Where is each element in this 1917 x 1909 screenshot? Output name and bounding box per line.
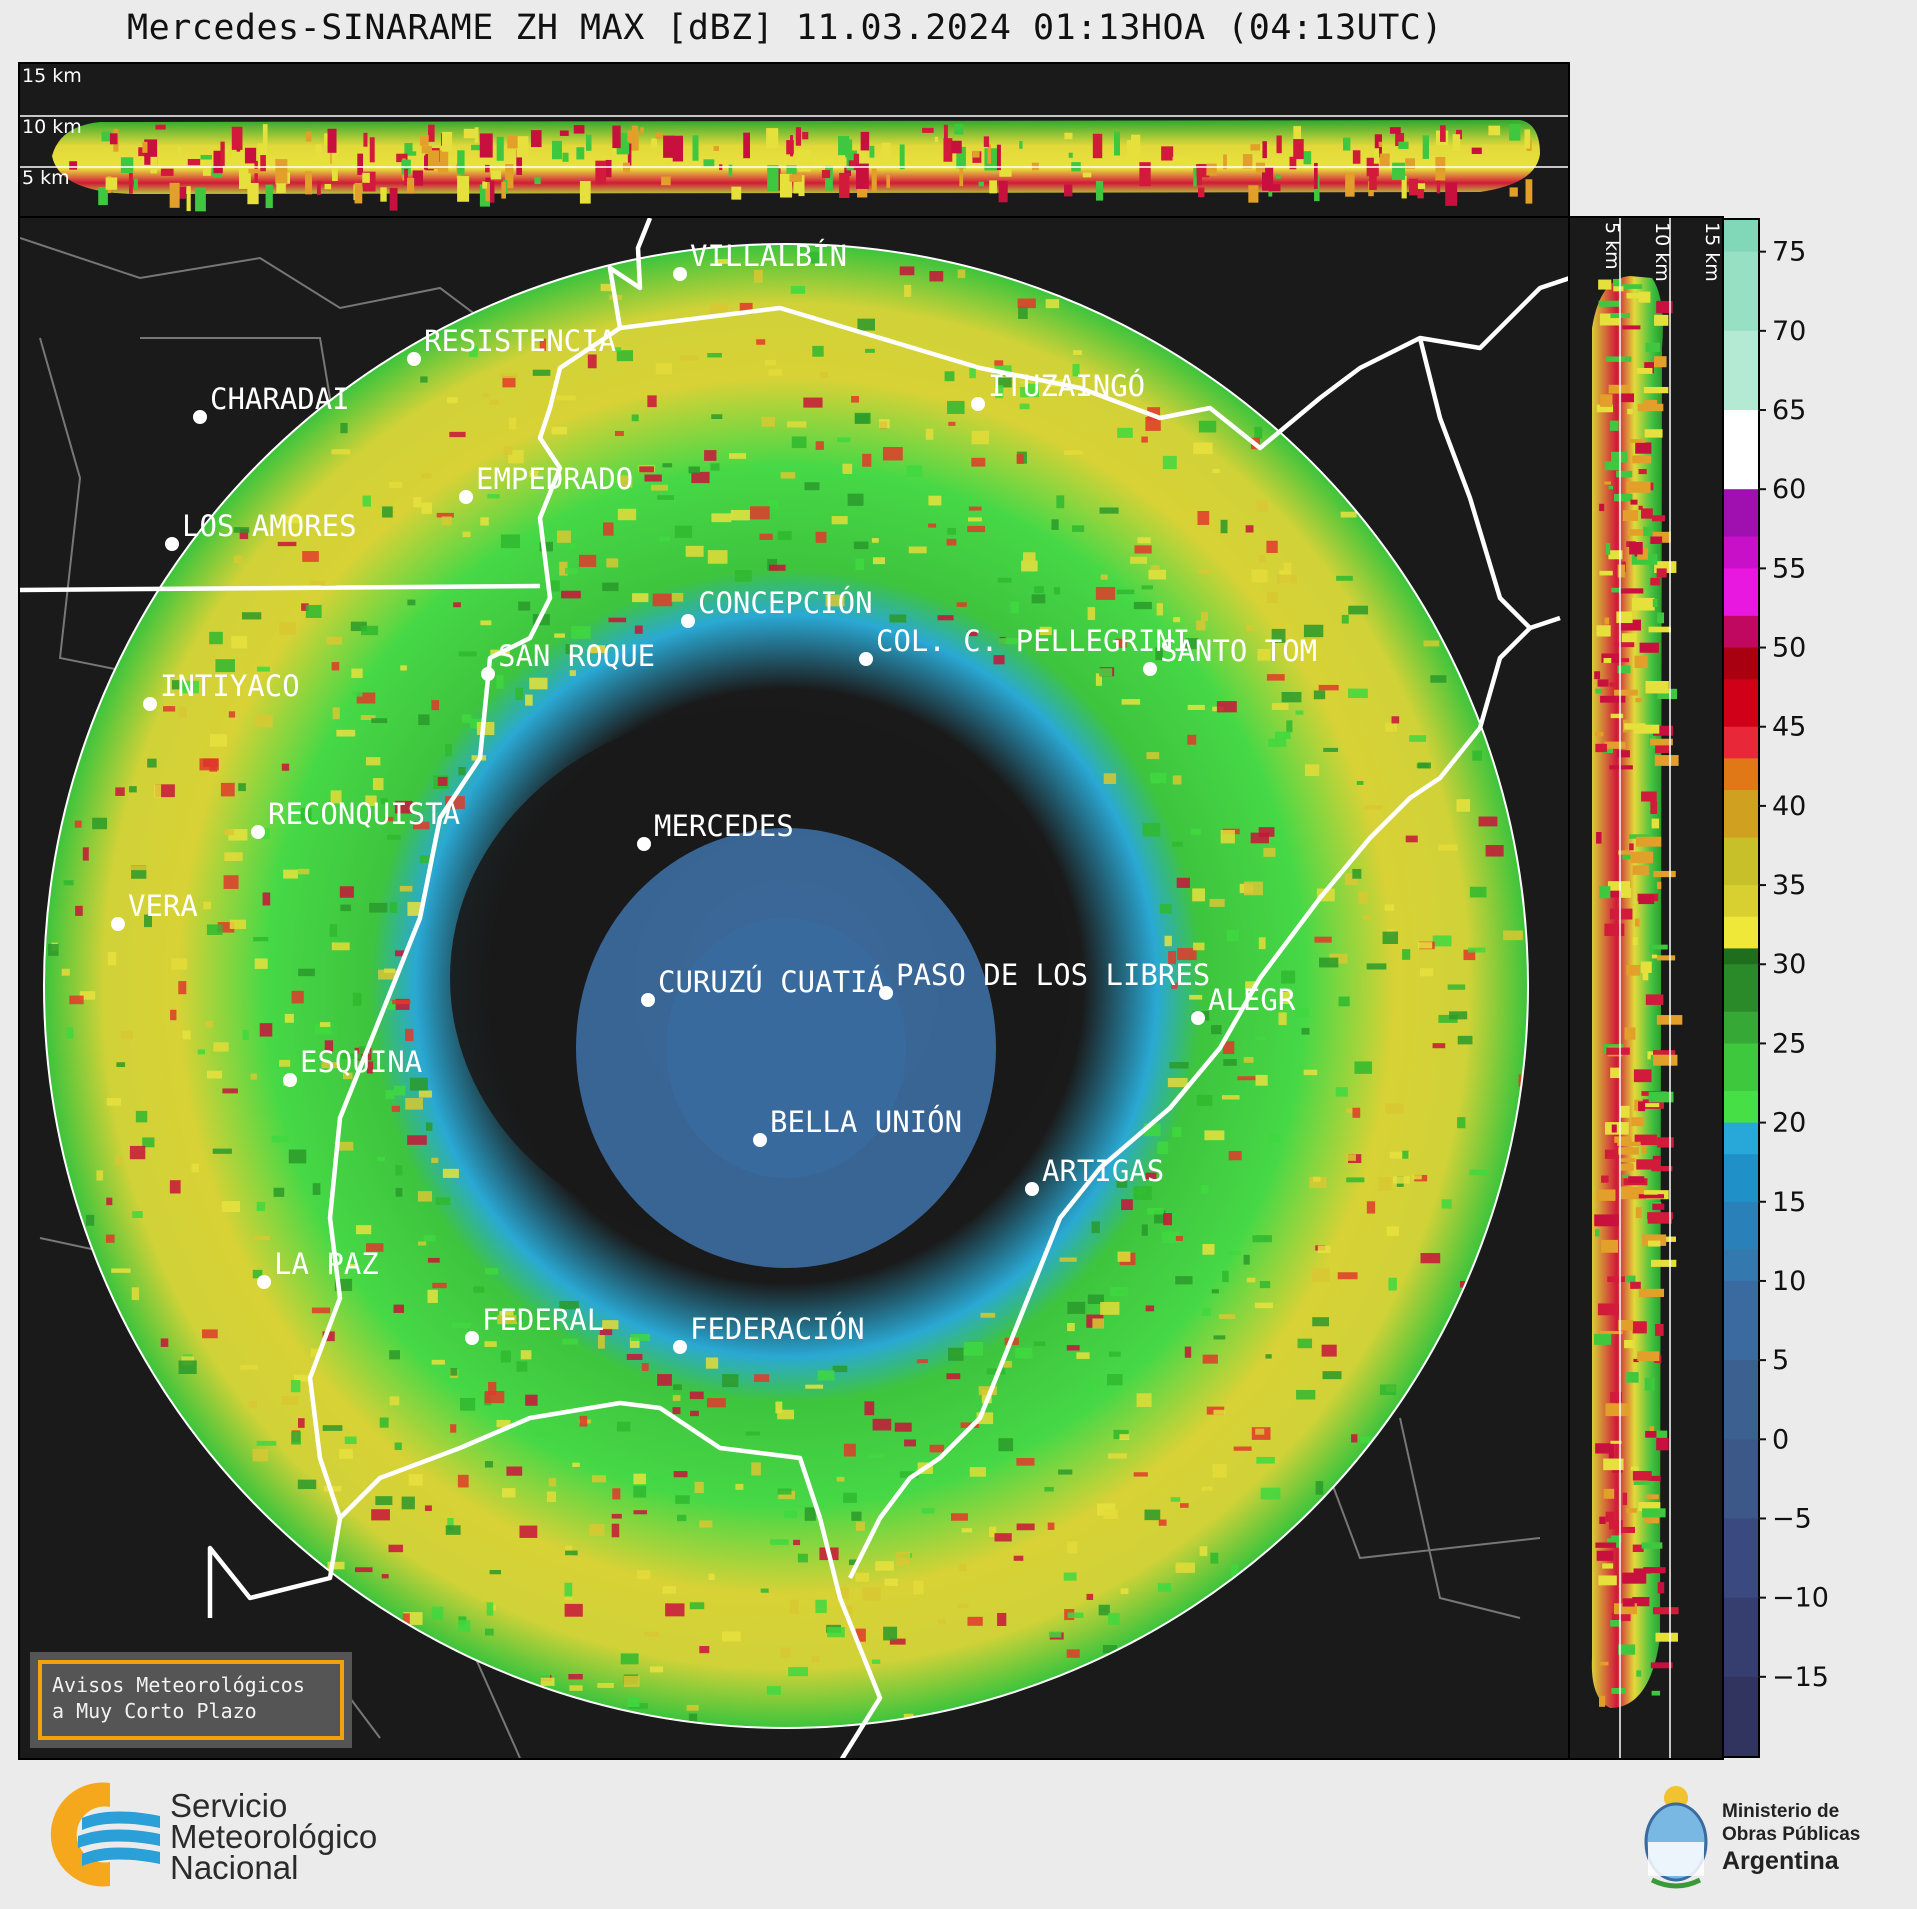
colorbar-tick-label: 35 xyxy=(1772,870,1806,901)
city-label: CONCEPCIÓN xyxy=(698,586,873,620)
avisos-badge[interactable]: Avisos Meteorológicos a Muy Corto Plazo xyxy=(30,1652,352,1748)
colorbar-tick-label: 10 xyxy=(1772,1266,1806,1297)
city-label: CHARADAI xyxy=(210,382,350,416)
colorbar-tick-label: 50 xyxy=(1772,633,1806,664)
city-marker xyxy=(673,1340,687,1354)
city-label: VILLALBÍN xyxy=(690,239,847,273)
city-marker xyxy=(859,652,873,666)
colorbar-tick-label: 20 xyxy=(1772,1108,1806,1139)
ministry-line-1: Ministerio de xyxy=(1722,1801,1840,1822)
city-label: MERCEDES xyxy=(654,809,794,843)
smn-line-3: Nacional xyxy=(170,1849,299,1886)
ministry-wordmark: Ministerio de Obras Públicas Argentina xyxy=(1722,1800,1860,1876)
city-label: BELLA UNIÓN xyxy=(770,1105,962,1139)
city-marker xyxy=(459,490,473,504)
city-marker xyxy=(481,667,495,681)
radar-map[interactable]: VILLALBÍN RESISTENCIA ITUZAINGÓ CHARADAI EMP… xyxy=(18,216,1570,1760)
smn-line-2: Meteorológico xyxy=(170,1818,378,1855)
colorbar-tick-label: 30 xyxy=(1772,949,1806,980)
city-label: LA PAZ xyxy=(274,1247,379,1281)
city-marker xyxy=(251,825,265,839)
city-marker xyxy=(1025,1182,1039,1196)
city-marker xyxy=(111,917,125,931)
city-marker xyxy=(193,410,207,424)
city-marker xyxy=(879,986,893,1000)
city-label: ARTIGAS xyxy=(1042,1154,1164,1188)
smn-logo-icon xyxy=(50,1782,160,1887)
side-profile-label-5km: 5 km xyxy=(1601,222,1623,270)
ministry-line-2: Obras Públicas xyxy=(1722,1824,1861,1845)
dbz-colorbar xyxy=(1722,218,1760,1758)
smn-line-1: Servicio xyxy=(170,1787,288,1824)
top-profile-label-5km: 5 km xyxy=(22,167,70,189)
city-marker xyxy=(1143,662,1157,676)
city-label: ESQUINA xyxy=(300,1045,422,1079)
city-marker xyxy=(257,1275,271,1289)
colorbar-tick-label: 55 xyxy=(1772,553,1806,584)
smn-wordmark: Servicio Meteorológico Nacional xyxy=(170,1787,378,1886)
city-label: SAN ROQUE xyxy=(498,639,655,673)
avisos-line-2: a Muy Corto Plazo xyxy=(52,1699,257,1723)
city-marker xyxy=(465,1331,479,1345)
city-label: INTIYACO xyxy=(160,669,300,703)
argentina-coat-of-arms-icon xyxy=(1644,1786,1708,1889)
city-marker xyxy=(753,1133,767,1147)
colorbar-tick-label: 5 xyxy=(1772,1345,1789,1376)
avisos-line-1: Avisos Meteorológicos xyxy=(52,1673,305,1697)
city-label: FEDERAL xyxy=(482,1303,604,1337)
colorbar-tick-label: 25 xyxy=(1772,1028,1806,1059)
city-marker xyxy=(143,697,157,711)
city-label: ALEGR xyxy=(1208,983,1296,1017)
colorbar-tick-label: 40 xyxy=(1772,791,1806,822)
city-marker xyxy=(673,267,687,281)
city-marker xyxy=(165,537,179,551)
city-label: VERA xyxy=(128,889,198,923)
city-label: SANTO TOM xyxy=(1160,634,1317,668)
colorbar-tick-label: −10 xyxy=(1772,1583,1829,1614)
colorbar-tick-label: 0 xyxy=(1772,1424,1789,1455)
city-label: CURUZÚ CUATIÁ xyxy=(658,965,885,999)
colorbar-tick-label: 15 xyxy=(1772,1187,1806,1218)
city-marker xyxy=(283,1073,297,1087)
top-profile-label-15km: 15 km xyxy=(22,65,82,87)
side-profile-label-10km: 10 km xyxy=(1651,222,1673,282)
side-height-profile: 5 km 10 km 15 km xyxy=(1568,216,1724,1760)
city-marker xyxy=(637,837,651,851)
city-label: PASO DE LOS LIBRES xyxy=(896,958,1210,992)
city-marker xyxy=(971,397,985,411)
top-height-profile: 15 km 10 km 5 km xyxy=(18,62,1570,218)
city-marker xyxy=(641,993,655,1007)
city-label: LOS AMORES xyxy=(182,509,357,543)
city-marker xyxy=(407,352,421,366)
colorbar-tick-label: −5 xyxy=(1772,1503,1812,1534)
colorbar-tick-label: 75 xyxy=(1772,237,1806,268)
city-label: COL. C. PELLEGRINI xyxy=(876,624,1190,658)
ministry-line-3: Argentina xyxy=(1722,1847,1839,1875)
top-profile-label-10km: 10 km xyxy=(22,116,82,138)
side-profile-label-15km: 15 km xyxy=(1701,222,1723,282)
colorbar-tick-label: 70 xyxy=(1772,316,1806,347)
colorbar-tick-label: −15 xyxy=(1772,1662,1829,1693)
colorbar-tick-label: 65 xyxy=(1772,395,1806,426)
city-label: RECONQUISTA xyxy=(268,797,460,831)
city-label: FEDERACIÓN xyxy=(690,1312,865,1346)
page-title: Mercedes-SINARAME ZH MAX [dBZ] 11.03.202… xyxy=(127,8,1443,48)
colorbar-tick-label: 60 xyxy=(1772,474,1806,505)
city-marker xyxy=(681,614,695,628)
city-marker xyxy=(1191,1011,1205,1025)
colorbar-tick-label: 45 xyxy=(1772,712,1806,743)
city-label: EMPEDRADO xyxy=(476,462,633,496)
city-label: RESISTENCIA xyxy=(424,324,616,358)
city-label: ITUZAINGÓ xyxy=(988,369,1145,403)
